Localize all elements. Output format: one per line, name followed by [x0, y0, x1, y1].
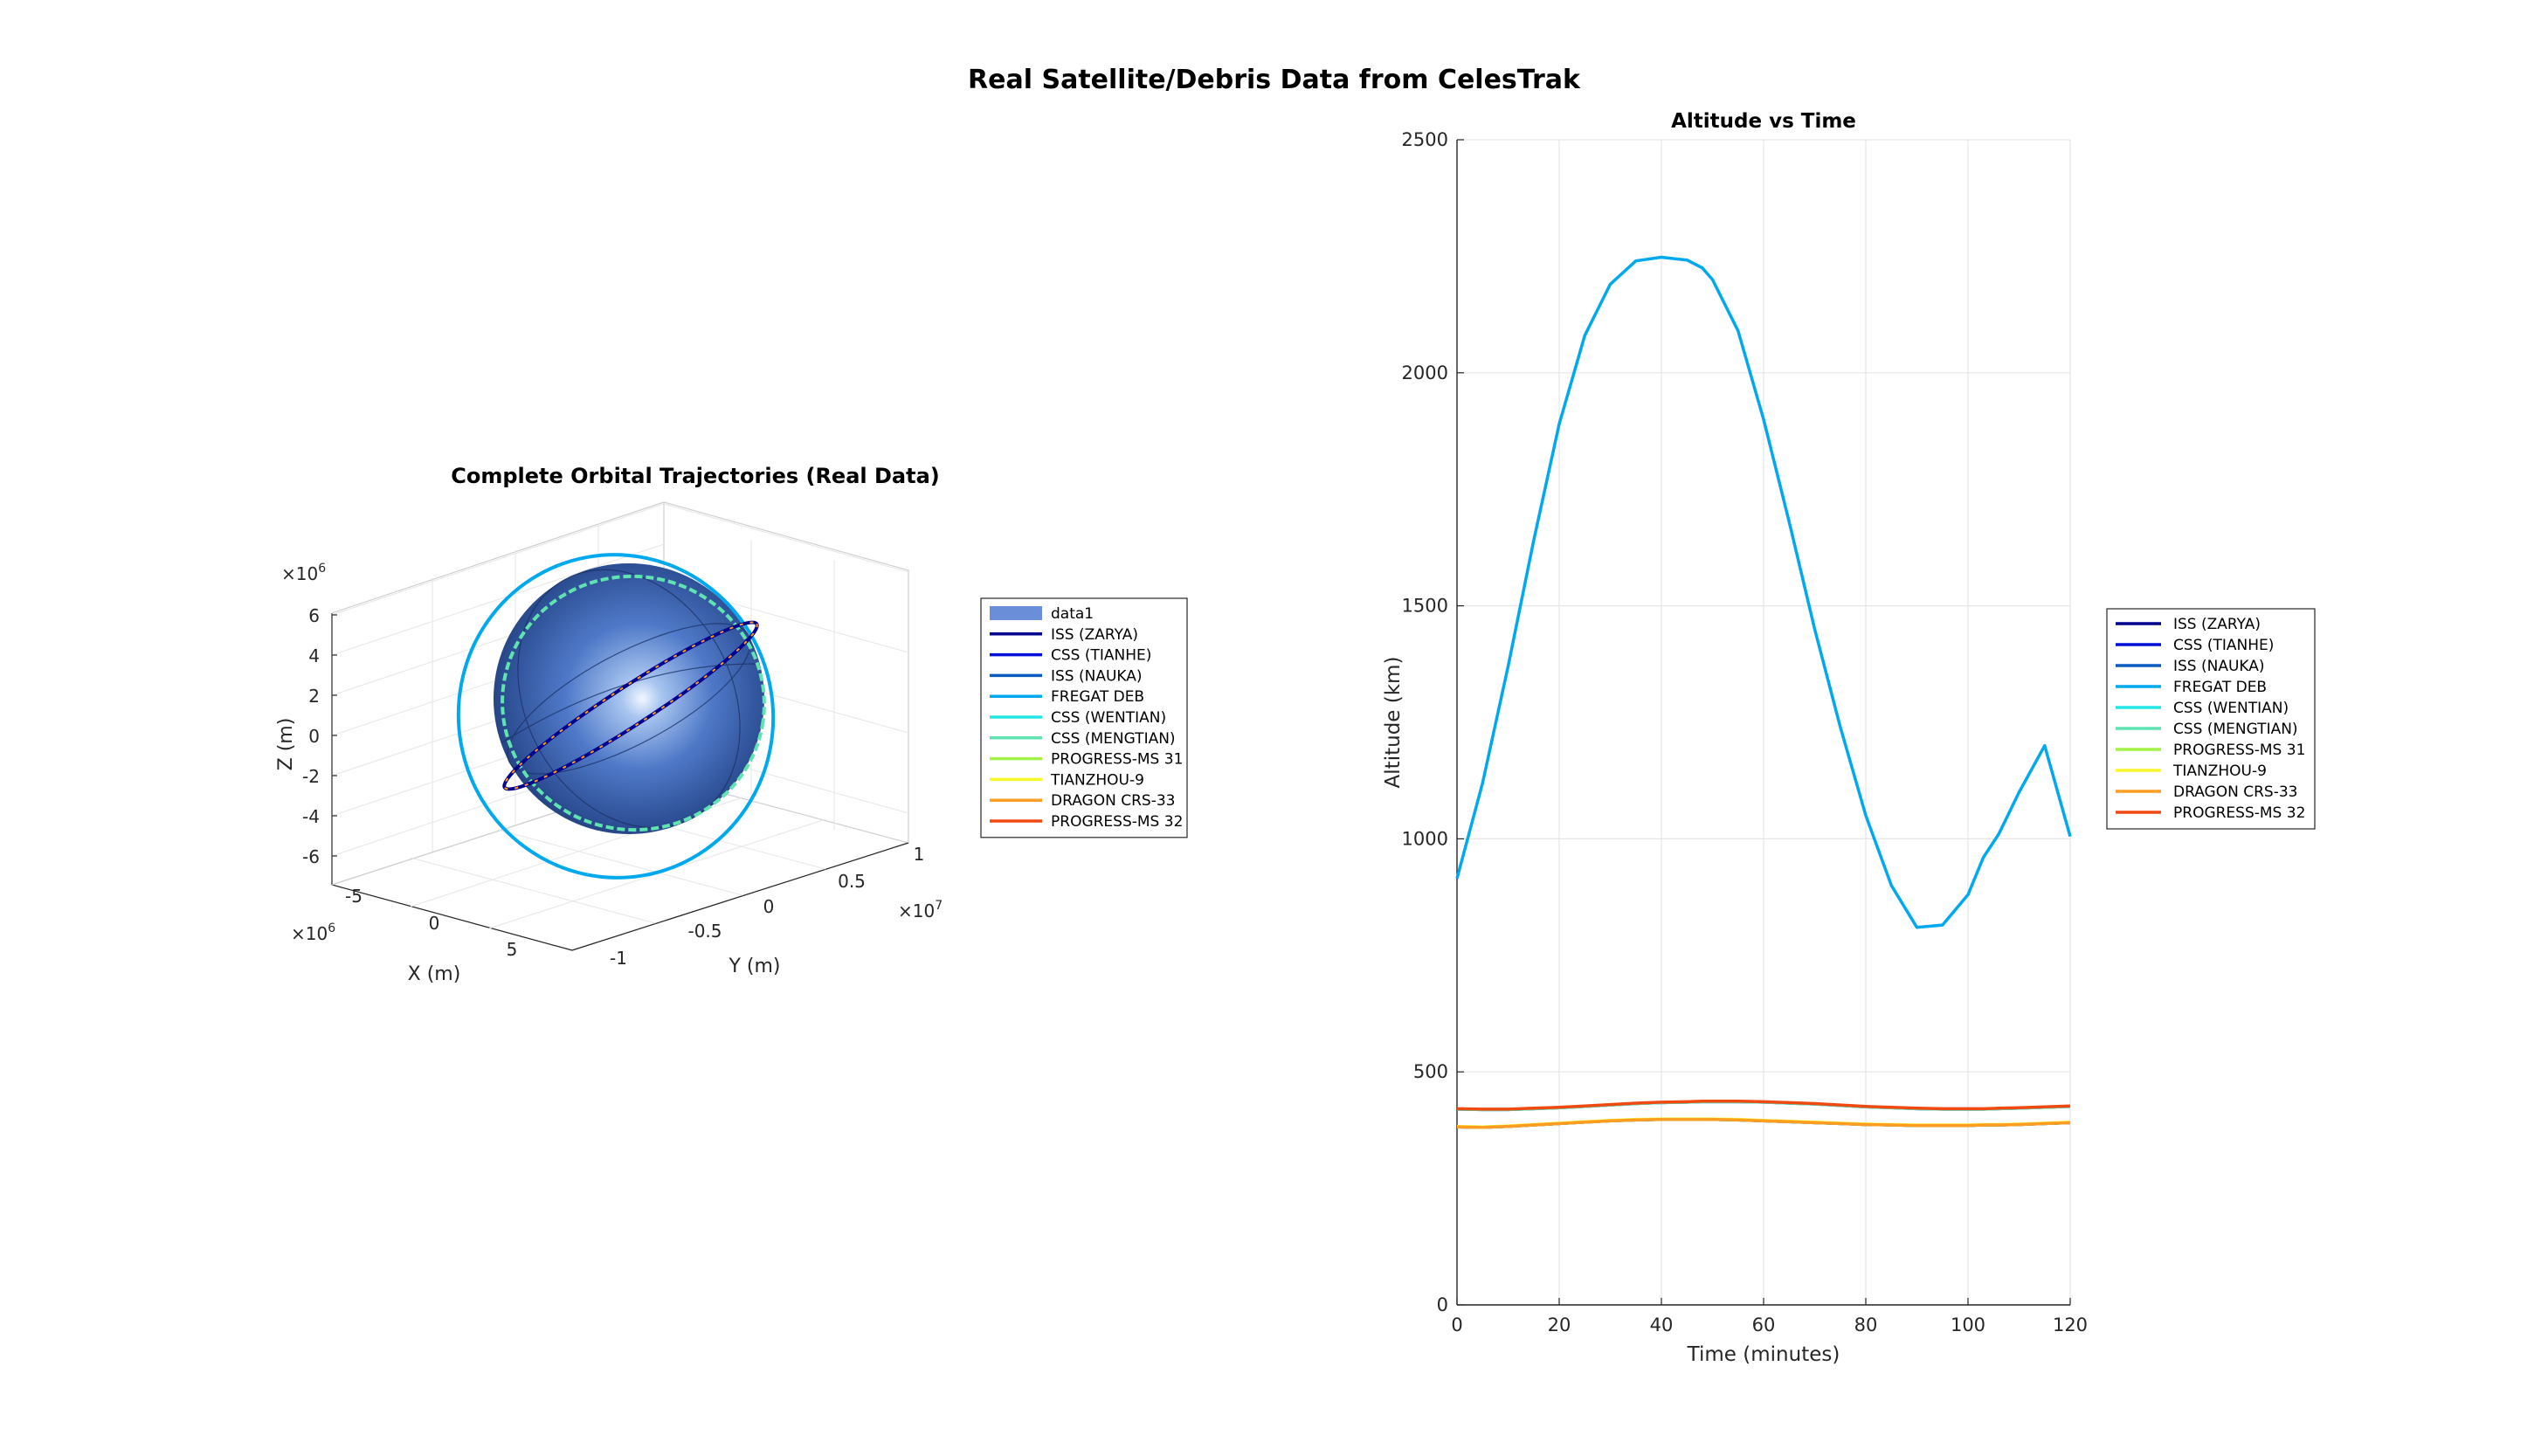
x-tick-label: 0: [429, 913, 440, 934]
z-tick-label: 6: [308, 605, 320, 626]
y-tick-label: 1: [914, 844, 925, 865]
legend-entry: DRAGON CRS-33: [1051, 792, 1175, 810]
legend-entry: CSS (TIANHE): [2173, 637, 2274, 654]
y-tick-label: 1500: [1402, 596, 1448, 617]
z-tick-label: -6: [302, 846, 320, 867]
legend-entry: DRAGON CRS-33: [2173, 783, 2297, 801]
legend-entry: TIANZHOU-9: [2172, 763, 2267, 780]
legend-entry: PROGRESS-MS 32: [2173, 804, 2305, 822]
y-tick-label: -1: [610, 948, 627, 969]
orbit-trajectories: [456, 553, 776, 880]
x-axis-label: X (m): [408, 963, 461, 985]
y-tick-label: 1000: [1402, 828, 1448, 849]
orbit-fregat-deb: [456, 553, 776, 880]
figure-title: Real Satellite/Debris Data from CelesTra…: [968, 65, 1580, 95]
y-tick-label: -0.5: [687, 921, 722, 942]
legend-entry: ISS (NAUKA): [1051, 667, 1143, 685]
legend-entry: CSS (MENGTIAN): [1051, 730, 1176, 748]
y-tick-label: 0: [763, 896, 775, 917]
x-tick-label: 80: [1854, 1315, 1878, 1335]
x-tick-label: 100: [1951, 1315, 1985, 1335]
legend-entry: ISS (ZARYA): [2173, 616, 2261, 633]
x-tick-label: 60: [1752, 1315, 1776, 1335]
legend-entry: PROGRESS-MS 31: [2173, 742, 2305, 759]
y-tick-label: 0.5: [838, 871, 866, 892]
z-exponent-label: ×106: [281, 562, 326, 584]
orbit-plot-title: Complete Orbital Trajectories (Real Data…: [451, 464, 940, 488]
series-line: [1456, 1117, 2071, 1129]
y-tick-labels: -1 -0.5 0 0.5 1: [610, 844, 924, 969]
orbit-css: [501, 574, 766, 832]
orbit-dragon: [503, 621, 758, 790]
y-tick-label: 2500: [1402, 129, 1448, 150]
legend-entry: FREGAT DEB: [2173, 679, 2267, 696]
y-exponent-label: ×107: [898, 899, 943, 921]
orbit-legend: data1 ISS (ZARYA) CSS (TIANHE) ISS (NAUKA) F…: [980, 597, 1188, 838]
x-tick-label: 120: [2053, 1315, 2088, 1335]
y-axis-label: Y (m): [728, 956, 780, 977]
legend-swatch: [990, 606, 1042, 620]
earth-sphere: [494, 563, 764, 834]
y-axis-label: Altitude (km): [1382, 657, 1405, 789]
legend-entry: CSS (MENGTIAN): [2173, 721, 2298, 738]
z-ticks: [332, 614, 337, 857]
x-tick-label: 5: [507, 939, 518, 960]
legend-entry: data1: [1051, 605, 1094, 623]
x-tick-label: -5: [345, 886, 363, 907]
z-tick-label: -4: [302, 806, 320, 827]
z-tick-label: 4: [308, 645, 320, 666]
series-line: [1455, 255, 2072, 929]
y-tick-label: 0: [1437, 1294, 1448, 1315]
legend-entry: PROGRESS-MS 31: [1051, 751, 1183, 769]
z-tick-labels: 6 4 2 0 -2 -4 -6: [302, 605, 320, 867]
y-tick-label: 2000: [1402, 362, 1448, 383]
altitude-chart-title: Altitude vs Time: [1671, 110, 1856, 133]
x-tick-label: 40: [1650, 1315, 1674, 1335]
legend-entry: ISS (ZARYA): [1051, 626, 1138, 644]
legend-entry: TIANZHOU-9: [1050, 771, 1144, 789]
x-tick-labels: -5 0 5: [345, 886, 517, 960]
x-axis-label: Time (minutes): [1687, 1343, 1840, 1366]
series-line: [1456, 1100, 2071, 1111]
legend-entry: CSS (WENTIAN): [1051, 709, 1166, 727]
legend-entry: FREGAT DEB: [1051, 688, 1144, 706]
altitude-chart: 0 20 40 60 80 100 120 0 500 1000 1500 2000 2500 Altit…: [1382, 110, 2088, 1366]
x-tick-label: 20: [1548, 1315, 1571, 1335]
altitude-legend: ISS (ZARYA) CSS (TIANHE) ISS (NAUKA) FREGAT…: [2106, 608, 2316, 830]
z-axis-label: Z (m): [275, 718, 297, 771]
y-tick-label: 500: [1413, 1061, 1448, 1082]
z-tick-label: -2: [302, 766, 320, 787]
legend-entry: CSS (TIANHE): [1051, 647, 1151, 665]
z-tick-label: 0: [308, 726, 320, 747]
orbit-3d-axes: Complete Orbital Trajectories (Real Data…: [275, 464, 943, 985]
legend-entry: PROGRESS-MS 32: [1051, 813, 1183, 831]
legend-entry: CSS (WENTIAN): [2173, 700, 2289, 717]
x-tick-label: 0: [1451, 1315, 1462, 1335]
x-exponent-label: ×106: [291, 921, 335, 944]
legend-entry: ISS (NAUKA): [2173, 658, 2265, 675]
z-tick-label: 2: [308, 686, 320, 707]
